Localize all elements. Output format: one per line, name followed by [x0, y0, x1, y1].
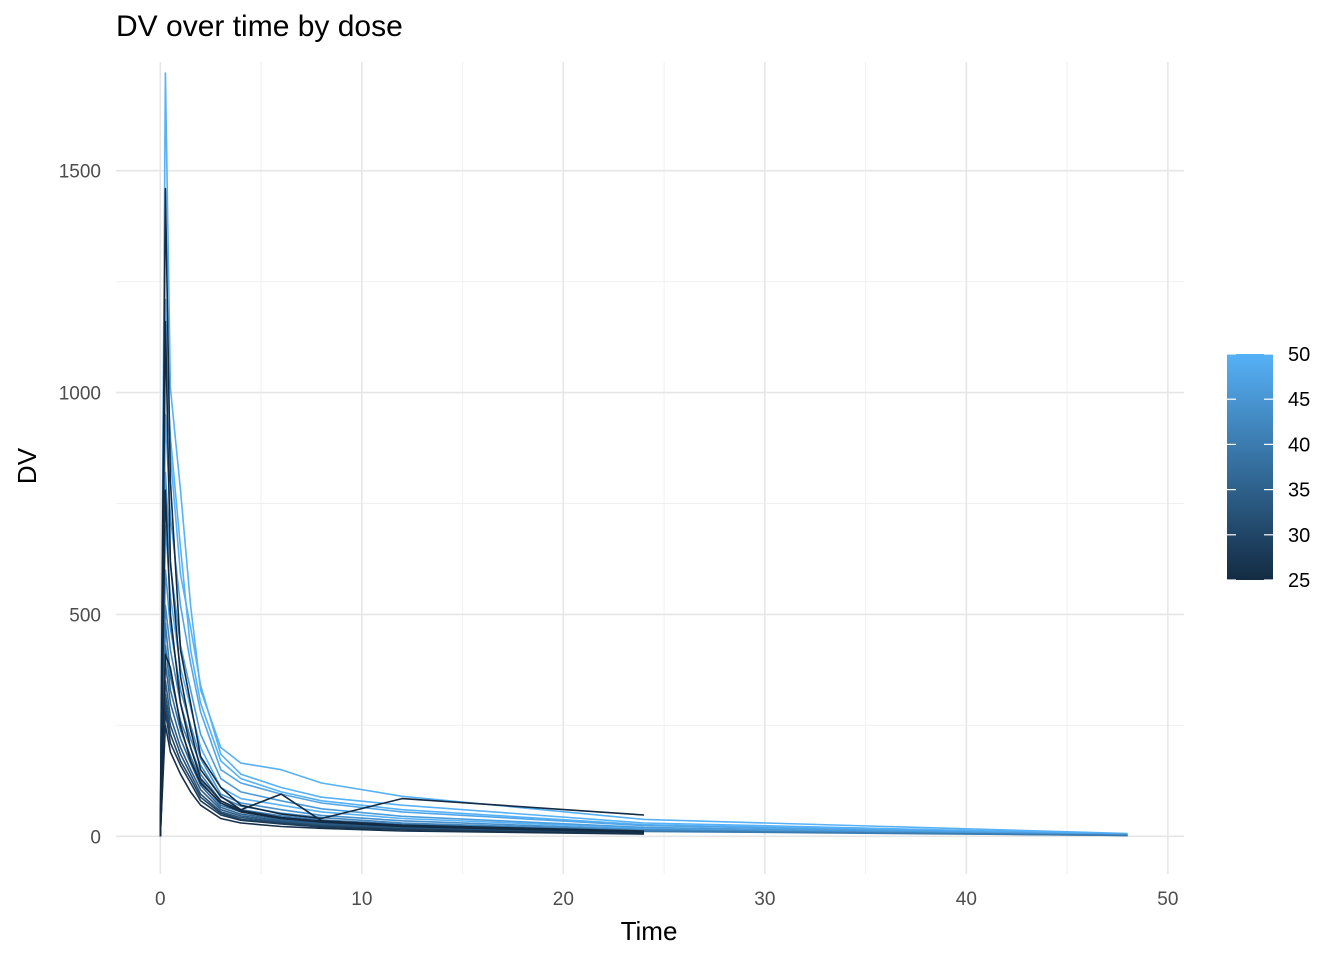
grid	[116, 62, 1184, 874]
series-line	[159, 693, 645, 837]
series-line	[159, 347, 1128, 837]
series-line	[159, 524, 1128, 837]
colorbar	[1227, 354, 1273, 580]
colorbar-tick-label: 35	[1288, 480, 1310, 502]
series-line	[159, 569, 1128, 837]
y-axis-ticks: 0 500 1000 1500	[59, 162, 101, 849]
series-line	[159, 413, 1128, 837]
series-line	[159, 702, 645, 837]
series-line	[159, 622, 1128, 837]
colorbar-tick-label: 50	[1288, 344, 1310, 366]
x-tick-label: 0	[155, 889, 166, 910]
colorbar-tick-label: 45	[1288, 389, 1310, 411]
x-axis-label: Time	[621, 916, 678, 946]
x-tick-label: 30	[754, 889, 775, 910]
series-line	[159, 724, 645, 837]
chart-title: DV over time by dose	[116, 10, 403, 43]
colorbar-ticks: 25 30 35 40 45 50	[1227, 344, 1310, 592]
colorbar-tick-label: 25	[1288, 570, 1310, 592]
x-axis-ticks: 0 10 20 30 40 50	[155, 889, 1178, 910]
colorbar-tick-label: 40	[1288, 434, 1310, 456]
y-tick-label: 500	[69, 605, 101, 626]
x-tick-label: 20	[553, 889, 574, 910]
colorbar-tick-label: 30	[1288, 525, 1310, 547]
y-axis-label: DV	[12, 447, 42, 484]
series-line	[159, 711, 645, 837]
series-line	[159, 604, 1128, 837]
series-lines	[159, 72, 1128, 837]
x-tick-label: 50	[1157, 889, 1178, 910]
color-legend: 25 30 35 40 45 50	[1227, 344, 1310, 592]
series-line	[159, 471, 1128, 837]
series-line	[159, 680, 645, 837]
x-tick-label: 10	[351, 889, 372, 910]
series-line	[159, 72, 1128, 837]
series-line	[159, 187, 645, 837]
series-line	[159, 489, 645, 837]
y-tick-label: 0	[90, 827, 101, 848]
y-tick-label: 1500	[59, 162, 101, 183]
x-tick-label: 40	[956, 889, 977, 910]
series-line	[159, 320, 645, 837]
y-tick-label: 1000	[59, 384, 101, 405]
series-line	[159, 298, 1128, 837]
series-line	[159, 653, 645, 837]
